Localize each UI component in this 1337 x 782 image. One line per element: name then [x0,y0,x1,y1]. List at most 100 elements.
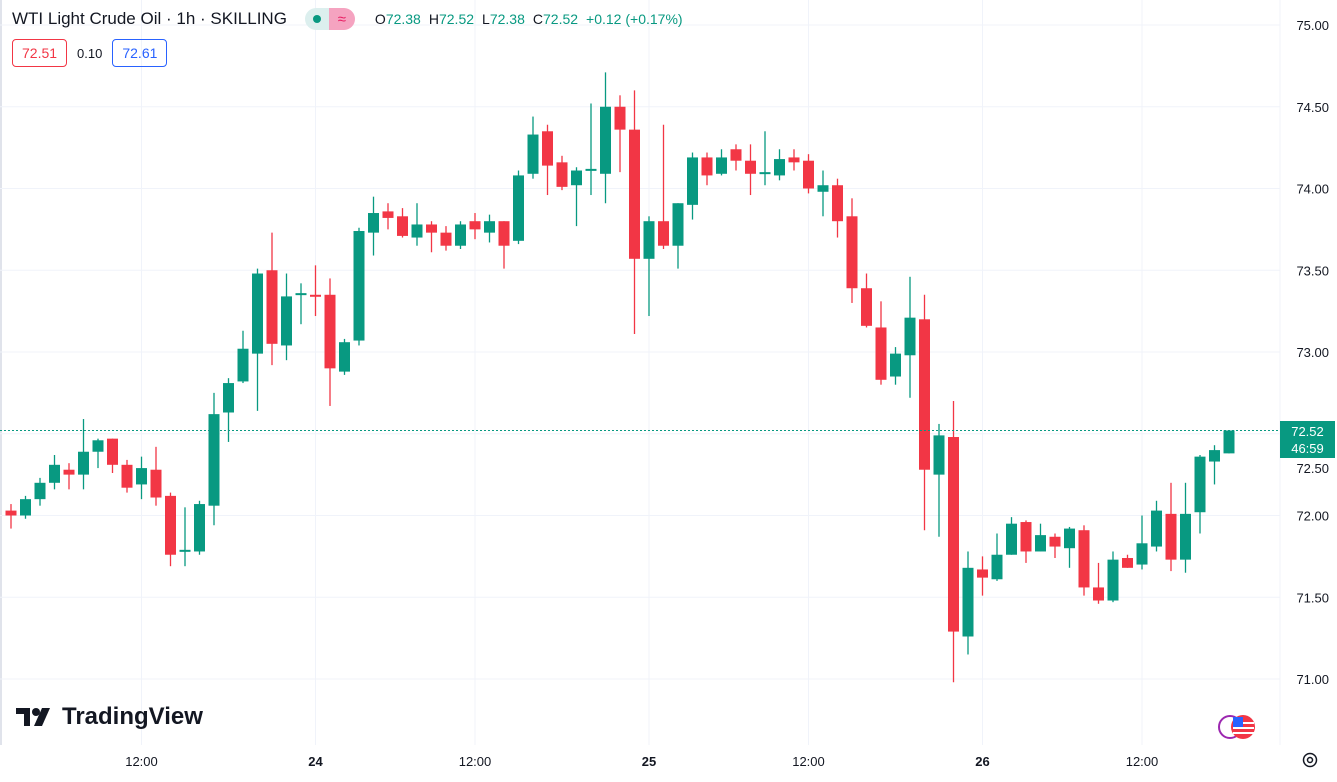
candle-body [585,168,597,171]
price-tick-label: 72.00 [1296,509,1329,524]
candle-body [600,106,611,174]
candle [875,301,887,385]
candle-body [1151,510,1162,547]
candle-body [382,211,394,218]
candle [803,154,814,194]
settings-gear-icon[interactable] [1300,750,1320,770]
candle [571,167,582,227]
candle-body [150,469,162,498]
candle [266,232,278,366]
candle-body [266,270,278,344]
candle-body [223,383,234,413]
candle-body [281,296,292,346]
sell-price-button[interactable]: 72.51 [12,39,68,67]
candle [774,149,785,181]
left-edge [0,0,2,745]
candle-body [513,175,524,241]
candle [469,213,481,240]
candle [745,144,756,196]
time-axis[interactable]: 12:00 24 12:00 25 12:00 26 12:00 [125,754,1158,769]
symbol-title[interactable]: WTI Light Crude Oil · 1h · SKILLING [12,9,287,28]
candle [368,196,379,256]
candle [136,456,147,500]
candle [759,131,771,186]
time-tick-label: 12:00 [459,754,492,769]
candle-body [484,221,495,233]
candle-body [165,495,176,555]
candle-body [237,348,249,382]
change-value: +0.12 (+0.17%) [586,11,683,27]
candle [1006,517,1017,555]
price-tick-label: 73.50 [1296,263,1329,278]
candle [513,170,524,245]
candle [1180,482,1191,573]
candle-body [324,294,336,369]
candle-body [542,131,553,166]
candle [78,419,89,490]
candle-body [1223,430,1235,454]
quote-row: 72.51 0.10 72.61 [12,39,168,67]
candle [382,203,394,230]
candle-body [745,160,756,174]
candle [252,268,263,411]
candle-body [716,157,727,174]
candle [1107,551,1119,603]
candle [1078,525,1090,596]
buy-price-button[interactable]: 72.61 [112,39,168,67]
price-axis[interactable]: 75.00 74.50 74.00 73.50 73.00 72.50 72.00 71.50… [1296,18,1329,687]
candle-body [1165,513,1177,560]
candle-body [759,172,771,175]
candle [643,216,655,317]
candle [150,446,162,506]
candle [788,149,800,171]
candle [426,221,437,253]
candle-body [49,464,60,483]
candle-body [1035,535,1046,552]
candle [310,265,321,317]
candle [1136,515,1148,570]
candle-body [368,213,379,233]
candle [672,203,684,269]
time-tick-label: 12:00 [125,754,158,769]
candle [121,459,133,493]
candle-body [875,327,887,380]
tradingview-logo[interactable]: TradingView [16,703,203,731]
time-tick-label: 12:00 [792,754,825,769]
candle-body [208,414,220,506]
candle-body [397,216,408,236]
candle-body [310,294,321,297]
price-tick-label: 74.50 [1296,100,1329,115]
candle-body [455,224,466,246]
candle-body [527,134,539,174]
candle [687,152,698,220]
candle [1151,500,1162,552]
high-value: 72.52 [438,11,475,27]
time-tick-label: 25 [642,754,656,769]
candle-body [1093,587,1104,601]
price-tick-label: 71.00 [1296,672,1329,687]
candle [701,152,713,186]
candle-body [701,157,713,176]
candle-body [339,342,350,372]
candle [977,556,988,596]
candle-body [411,224,423,238]
candle [5,504,17,529]
candle-body [991,554,1003,580]
candle [165,492,176,567]
candle [832,178,843,238]
market-status-pill[interactable]: ≈ [304,8,355,30]
us-flag-avatar-icon[interactable] [1216,712,1258,742]
candle-body [629,129,640,259]
candle [49,455,60,490]
candle-body [121,464,133,488]
candle-body [34,482,46,500]
candle [455,221,466,249]
candle [1165,482,1177,572]
candle [107,438,118,473]
candle [339,338,350,375]
candle-body [107,438,118,465]
wave-icon: ≈ [328,8,355,30]
candle-body [469,221,481,230]
candle [295,283,307,325]
